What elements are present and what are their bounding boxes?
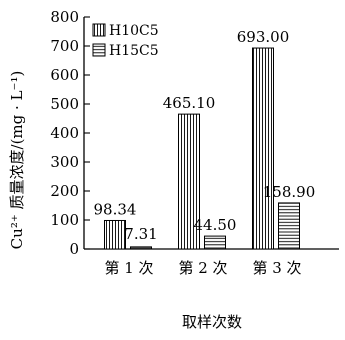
bar-h15c5-1	[130, 246, 152, 250]
data-label: 7.31	[124, 225, 157, 243]
data-label: 693.00	[237, 28, 290, 46]
category-labels: 第 1 次 第 2 次 第 3 次	[104, 259, 301, 277]
y-tick-label: 200	[50, 182, 79, 200]
y-tick-label: 300	[50, 153, 79, 171]
bar-h10c5-3	[252, 47, 274, 250]
data-labels: 98.34 7.31 465.10 44.50 693.00 158.90	[94, 28, 316, 243]
y-tick-label: 0	[69, 240, 79, 258]
y-axis-title: Cu²⁺ 质量浓度/(mg · L⁻¹)	[8, 71, 26, 250]
legend-swatch-h15c5	[92, 43, 106, 57]
x-axis-title: 取样次数	[182, 313, 242, 331]
y-ticks: 0 100 200 300 400 500 600 700 800	[50, 8, 90, 258]
y-tick-label: 600	[50, 66, 79, 84]
bar-h15c5-2	[204, 235, 226, 250]
legend-label-h10c5: H10C5	[109, 23, 159, 39]
legend-swatch-h10c5	[92, 23, 106, 37]
bar-h15c5-3	[278, 202, 300, 250]
y-tick-label: 400	[50, 124, 79, 142]
data-label: 465.10	[163, 94, 216, 112]
legend: H10C5 H15C5	[92, 23, 159, 59]
category-label: 第 3 次	[252, 259, 301, 277]
legend-label-h15c5: H15C5	[109, 43, 159, 59]
y-tick-label: 500	[50, 95, 79, 113]
data-label: 158.90	[263, 183, 316, 201]
bar-h10c5-2	[178, 113, 200, 250]
bar-h10c5-1	[104, 219, 126, 250]
data-label: 44.50	[194, 216, 237, 234]
y-tick-label: 800	[50, 8, 79, 26]
category-label: 第 1 次	[104, 259, 153, 277]
category-label: 第 2 次	[178, 259, 227, 277]
data-label: 98.34	[94, 200, 137, 218]
bars	[104, 47, 300, 250]
y-tick-label: 100	[50, 211, 79, 229]
y-tick-label: 700	[50, 37, 79, 55]
